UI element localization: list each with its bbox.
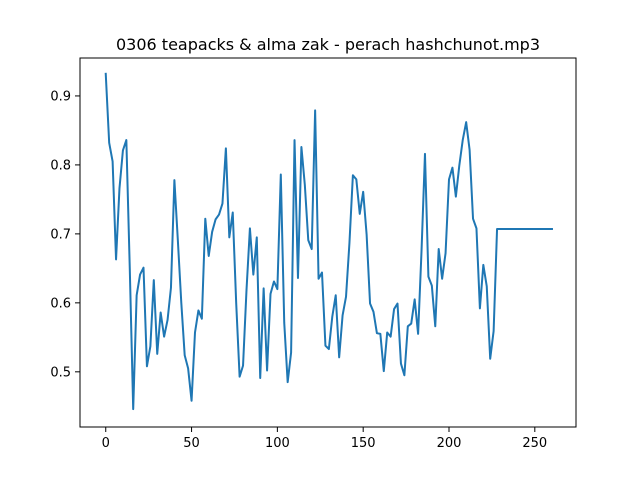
x-tick-label: 200 (437, 436, 462, 451)
plot-area (80, 58, 576, 427)
y-tick-label: 0.5 (50, 365, 71, 380)
series-line (104, 72, 553, 411)
x-tick-label: 50 (183, 436, 200, 451)
x-tick-label: 0 (102, 436, 110, 451)
y-tick-label: 0.7 (50, 227, 71, 242)
x-axis-ticks: 0 50 100 150 200 250 (102, 427, 547, 451)
x-tick-label: 100 (265, 436, 290, 451)
y-axis-ticks: 0.5 0.6 0.7 0.8 0.9 (50, 89, 80, 380)
y-tick-label: 0.9 (50, 89, 71, 104)
y-tick-label: 0.6 (50, 296, 71, 311)
x-tick-label: 150 (351, 436, 376, 451)
y-tick-label: 0.8 (50, 158, 71, 173)
x-tick-label: 250 (522, 436, 547, 451)
chart-title: 0306 teapacks & alma zak - perach hashch… (116, 35, 540, 54)
plot-frame (79, 57, 577, 428)
